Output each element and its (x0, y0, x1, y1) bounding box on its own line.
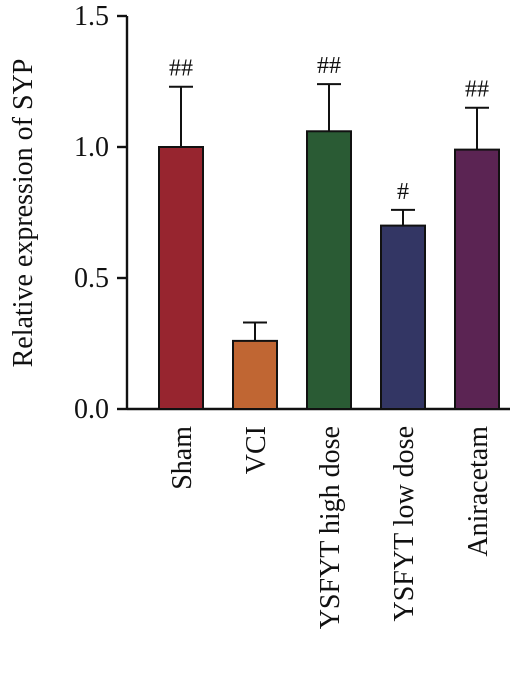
x-tick-label-ysfyt-low-dose: YSFYT low dose (389, 426, 420, 622)
y-tick-label: 1.0 (74, 132, 109, 163)
significance-label-ysfyt-high-dose: ## (317, 53, 341, 79)
bar-sham (158, 146, 204, 410)
bars (158, 130, 500, 411)
y-tick-label: 1.5 (74, 1, 109, 32)
significance-label-aniracetam: ## (465, 77, 489, 103)
x-tick-label-ysfyt-high-dose: YSFYT high dose (315, 426, 346, 629)
x-tick-label-vci: VCI (241, 426, 272, 474)
x-tick-label-aniracetam: Aniracetam (463, 426, 494, 557)
y-axis: 0.0 0.5 1.0 1.5 (74, 1, 510, 425)
bar-ysfyt-low-dose (380, 224, 426, 410)
significance-label-sham: ## (169, 56, 193, 82)
error-bars (169, 83, 489, 341)
bar-aniracetam (454, 148, 500, 410)
y-tick-label: 0.0 (74, 394, 109, 425)
y-tick-label: 0.5 (74, 263, 109, 294)
bar-ysfyt-high-dose (306, 130, 352, 410)
x-tick-label-sham: Sham (167, 426, 198, 490)
bar-vci (232, 339, 278, 411)
significance-label-ysfyt-low-dose: # (397, 179, 409, 205)
y-axis-title: Relative expression of SYP (8, 59, 39, 368)
labels: ## Sham VCI ## YSFYT high dose # YSFYT low dos… (167, 53, 494, 629)
